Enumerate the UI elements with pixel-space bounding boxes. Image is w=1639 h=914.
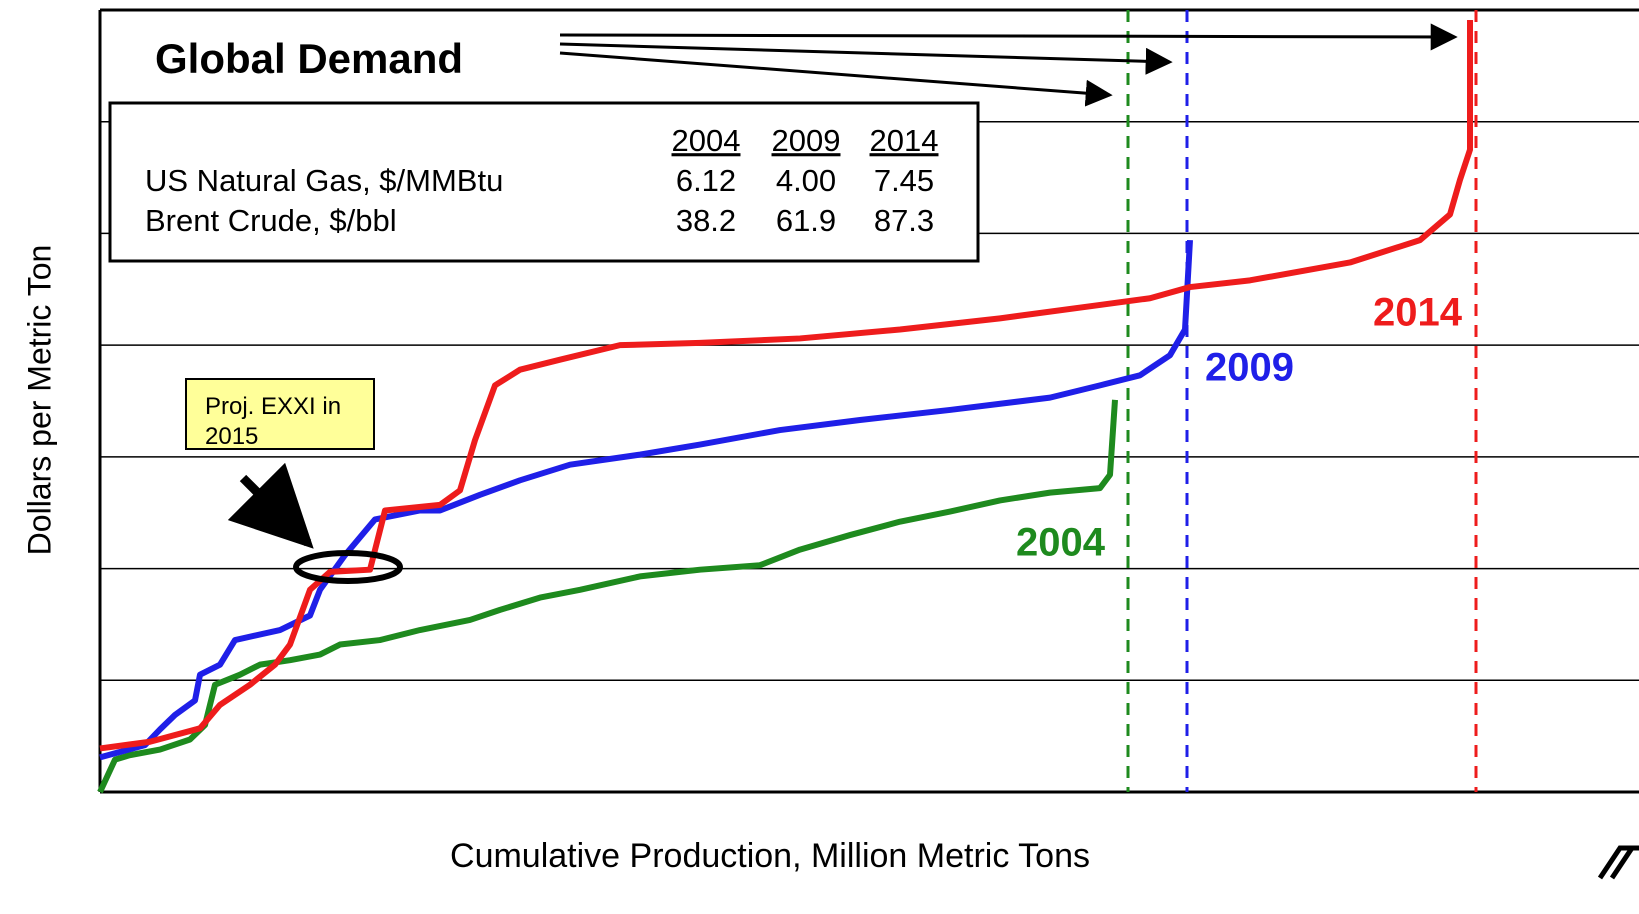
series-label: 2009: [1205, 346, 1294, 390]
series-label: 2004: [1016, 521, 1106, 565]
logo: [1597, 845, 1639, 880]
highlight-ellipse: [293, 550, 403, 584]
table-cell: 87.3: [874, 203, 934, 238]
cost-curve: [99, 20, 1473, 752]
callout: Proj. EXXI in 2015: [185, 378, 375, 450]
table-row-label: US Natural Gas, $/MMBtu: [145, 163, 503, 198]
table-cell: 38.2: [676, 203, 736, 238]
table-cell: 6.12: [676, 163, 736, 198]
table-cell: 4.00: [776, 163, 836, 198]
table-header: 2014: [870, 123, 939, 158]
table-cell: 61.9: [776, 203, 836, 238]
demand-arrows: [559, 23, 1458, 107]
x-axis-title: Cumulative Production, Million Metric To…: [450, 837, 1090, 875]
table-row-label: Brent Crude, $/bbl: [145, 203, 397, 238]
table-cell: 7.45: [874, 163, 934, 198]
table-header: 2009: [772, 123, 841, 158]
series-label: 2014: [1373, 291, 1463, 335]
callout-arrow: [227, 462, 314, 549]
chart-title: Global Demand: [155, 35, 463, 82]
table-header: 2004: [672, 123, 741, 158]
cost-curve: [99, 239, 1193, 761]
y-axis-title: Dollars per Metric Ton: [21, 245, 57, 556]
price-table: [108, 101, 980, 263]
